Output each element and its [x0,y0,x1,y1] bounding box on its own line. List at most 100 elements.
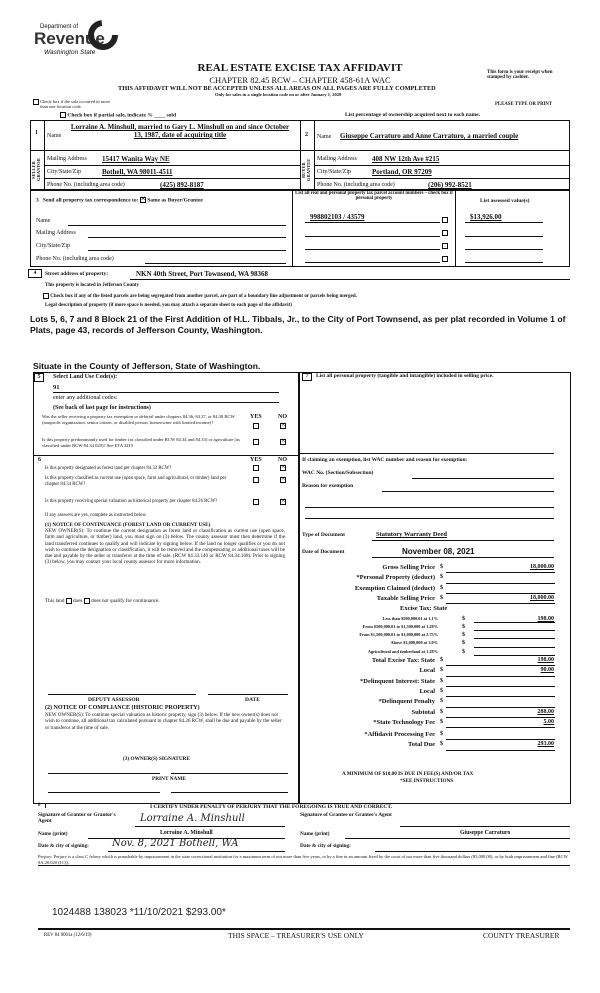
calc-value[interactable]: 288.00 [537,708,555,715]
doc-type[interactable]: Statutory Warranty Deed [376,531,448,538]
see-back: (See back of last page for instructions) [53,405,151,411]
only-for: Only for sales in a single location code… [215,92,342,97]
currency-sign: $ [440,564,443,570]
no-header: NO [278,414,287,420]
correspondence-label: Send all property tax correspondence to: [42,197,139,204]
currency-sign: $ [440,731,443,738]
currency-sign: $ [440,574,443,581]
buyer-side-label: BUYER GRANTEE [301,158,311,182]
currency-sign: $ [462,623,465,630]
section-number: 3 [36,197,39,204]
assessed-header: List assessed value(s) [480,198,530,204]
calc-label: Total Due [407,741,435,749]
multi-location-checkbox[interactable] [33,99,39,105]
does-label: does [73,598,83,605]
segregated-checkbox[interactable] [43,293,49,299]
calc-value[interactable]: 18,000.00 [530,564,554,570]
calc-value[interactable]: 18,000.00 [530,594,554,601]
dor-logo: Department of Revenue Washington State [34,20,119,65]
corr-address-label: Mailing Address [36,230,76,236]
grantor-signature[interactable]: Lorraine A. Minshull [140,813,245,824]
partial-sale-checkbox[interactable] [60,112,66,118]
calc-label: Less than $500,000.01 at 1.1% [382,615,438,621]
seller-name[interactable]: Lorraine A. Minshull, married to Gary L.… [70,123,290,139]
calc-value[interactable]: 198.00 [537,657,555,663]
doc-date[interactable]: November 08, 2021 [402,547,475,556]
no-checkbox[interactable] [280,436,286,446]
calc-label: Agricultural and timberland at 1.28% [367,648,438,654]
currency-sign: $ [440,677,443,684]
buyer-address-label: Mailing Address [317,156,357,162]
section-number: 7 [302,373,312,381]
situate: Situate in the County of Jefferson, Stat… [33,361,261,371]
calc-value[interactable]: 90.00 [540,667,555,674]
type-or-print: PLEASE TYPE OR PRINT [495,102,553,107]
calc-value[interactable]: 198.00 [537,615,555,622]
yes-checkbox[interactable] [253,439,259,445]
receipt-note: This form is your receipt when stamped b… [487,70,553,80]
buyer-city[interactable]: Portland, OR 97209 [372,168,432,176]
grantor-date-city[interactable]: Nov. 8, 2021 Bothell, WA [112,838,239,849]
logo-swirl-icon [88,20,118,50]
no-checkbox[interactable] [280,496,286,506]
assessed-value[interactable]: $13,926.00 [470,213,502,221]
grantee-print-name[interactable]: Giuseppe Carraturo [460,830,511,836]
currency-sign: $ [440,657,443,663]
calc-label: Above $3,000,000 at 3.0% [390,640,438,646]
parcel-number[interactable]: 998802103 / 43579 [310,213,365,221]
buyer-address[interactable]: 408 NW 12th Ave #215 [372,155,440,163]
property-address[interactable]: NKN 40th Street, Port Townsend, WA 98368 [136,270,268,278]
personal-property-label: List all personal property (tangible and… [316,373,494,379]
yes-header: YES [250,414,262,420]
grantee-signature-label: Signature of Grantee or Grantee's Agent [300,812,392,818]
no-checkbox[interactable] [280,474,286,484]
corr-phone-label: Phone No. (including area code) [36,256,114,262]
calc-label: *Delinquent Interest: State [360,677,435,685]
currency-sign: $ [440,698,443,705]
grantee-date-label: Date & city of signing: [300,843,351,849]
yes-checkbox[interactable] [253,423,259,429]
yes-checkbox[interactable] [253,477,259,483]
seller-side-label: SELLER GRANTOR [31,158,41,182]
yes-checkbox[interactable] [253,465,259,471]
grantor-print-name[interactable]: Lorraine A. Minshull [160,830,213,836]
notice1-text: NEW OWNER(S): To continue the current de… [45,528,285,566]
buyer-phone[interactable]: (206) 992-8521 [428,181,472,189]
calc-value[interactable]: 5.00 [543,718,555,725]
calc-value[interactable]: 293.00 [537,741,555,748]
currency-sign: $ [440,594,443,601]
parcel-header: List all real and personal property tax … [295,191,453,201]
calc-label: Taxable Selling Price [376,594,435,602]
seller-phone[interactable]: (425) 892-8187 [160,181,204,189]
land-use-code[interactable]: 91 [53,384,60,391]
personal-property-checkbox[interactable] [442,256,448,262]
personal-property-checkbox[interactable] [442,230,448,236]
logo-text: Revenue [34,29,105,48]
yes-checkbox[interactable] [253,499,259,505]
personal-property-checkbox[interactable] [442,243,448,249]
does-not-checkbox[interactable] [83,598,90,604]
corr-name-label: Name [36,218,51,224]
section-number: 8 [38,803,46,808]
print-name-label: PRINT NAME [152,776,186,782]
question: Was the seller receiving a property tax … [42,414,235,425]
segregated-label: Check box if any of the listed parcels a… [50,294,357,300]
no-checkbox[interactable] [280,420,286,430]
buyer-name[interactable]: Giuseppe Carraturo and Anne Carraturo, a… [340,132,519,140]
grantor-date-label: Date & city of signing: [38,843,89,849]
no-header: NO [278,457,287,463]
legal-description[interactable]: Lots 5, 6, 7 and 8 Block 21 of the First… [30,314,566,335]
does-checkbox[interactable] [65,598,72,604]
question: Is this property receiving special valua… [45,499,218,504]
seller-phone-label: Phone No. (including area code) [47,182,125,188]
same-as-buyer-checkbox[interactable] [139,194,146,204]
currency-sign: $ [462,632,465,639]
date-label: DATE [245,697,260,703]
seller-address[interactable]: 15417 Wanita Way NE [102,155,170,163]
ownership-note: List percentage of ownership acquired ne… [345,112,480,118]
no-checkbox[interactable] [280,462,286,472]
calc-label: *Personal Property (deduct) [356,574,435,582]
grantee-name-label: Name (print) [300,831,330,837]
personal-property-checkbox[interactable] [442,217,448,223]
seller-city[interactable]: Bothell, WA 98011-4511 [102,168,173,176]
